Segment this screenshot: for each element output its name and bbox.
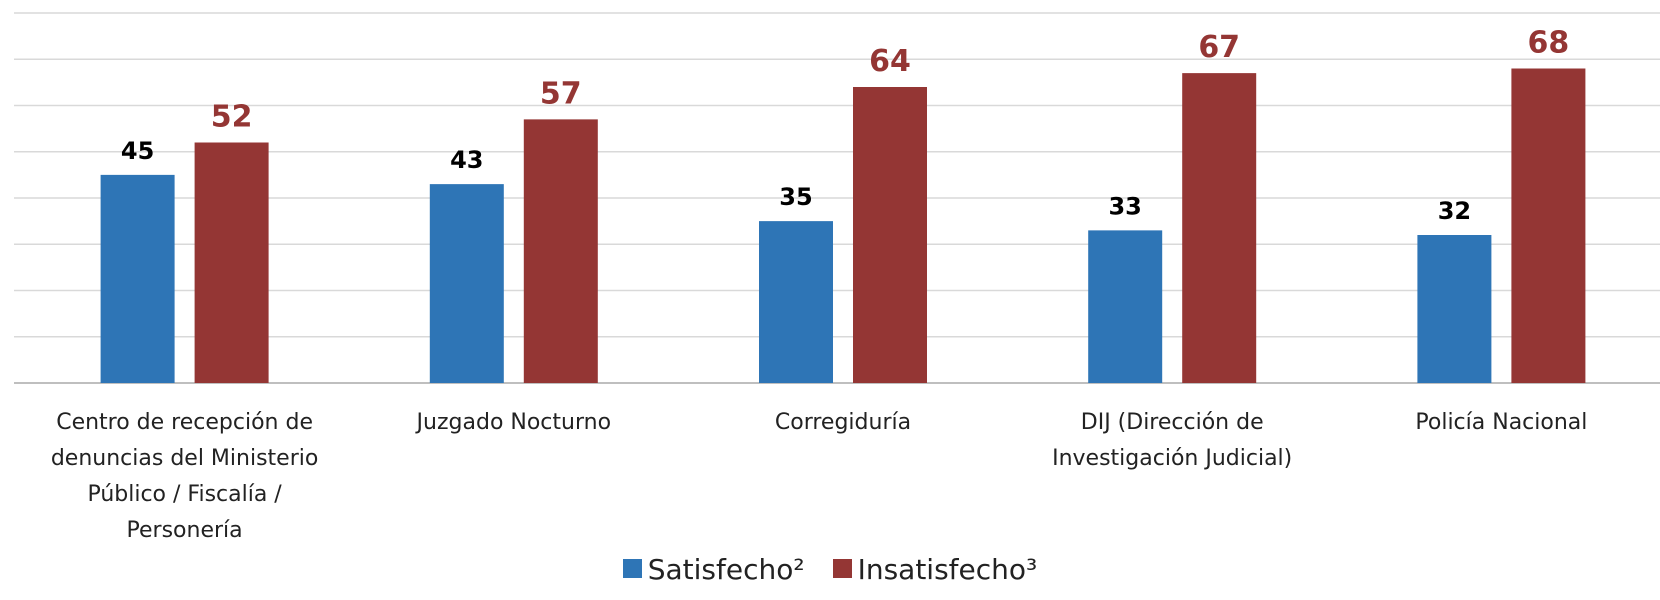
data-label: 67 bbox=[1198, 30, 1240, 65]
legend: Satisfecho² Insatisfecho³ bbox=[0, 553, 1660, 586]
legend-swatch bbox=[832, 559, 852, 578]
bar bbox=[194, 142, 269, 383]
data-label: 64 bbox=[869, 44, 911, 79]
bar bbox=[1417, 235, 1492, 383]
data-label: 45 bbox=[121, 137, 154, 165]
bar bbox=[100, 174, 175, 383]
x-tick-label: Policía Nacional bbox=[1415, 410, 1588, 435]
data-label: 57 bbox=[540, 76, 582, 111]
legend-item: Insatisfecho³ bbox=[832, 553, 1038, 586]
legend-item: Satisfecho² bbox=[622, 553, 805, 586]
data-label: 33 bbox=[1108, 192, 1141, 220]
data-label: 52 bbox=[211, 100, 253, 135]
legend-swatch bbox=[622, 559, 642, 578]
data-label: 32 bbox=[1438, 197, 1471, 225]
x-tick-label: Juzgado Nocturno bbox=[416, 410, 612, 435]
bar bbox=[1511, 68, 1586, 383]
bar bbox=[1182, 73, 1257, 383]
legend-label: Satisfecho² bbox=[647, 553, 805, 586]
x-tick-label: DIJ (Dirección de Investigación Judicial… bbox=[1052, 410, 1293, 471]
data-label: 35 bbox=[779, 183, 812, 211]
bar bbox=[853, 87, 927, 383]
legend-label: Insatisfecho³ bbox=[857, 553, 1038, 586]
bar bbox=[429, 184, 504, 383]
bar bbox=[1088, 230, 1163, 383]
data-label: 43 bbox=[450, 146, 483, 174]
bar bbox=[759, 221, 833, 383]
x-tick-label: Corregiduría bbox=[774, 410, 912, 435]
bar bbox=[523, 119, 598, 383]
x-tick-label: Centro de recepción de denuncias del Min… bbox=[50, 410, 319, 543]
data-label: 68 bbox=[1528, 26, 1570, 61]
